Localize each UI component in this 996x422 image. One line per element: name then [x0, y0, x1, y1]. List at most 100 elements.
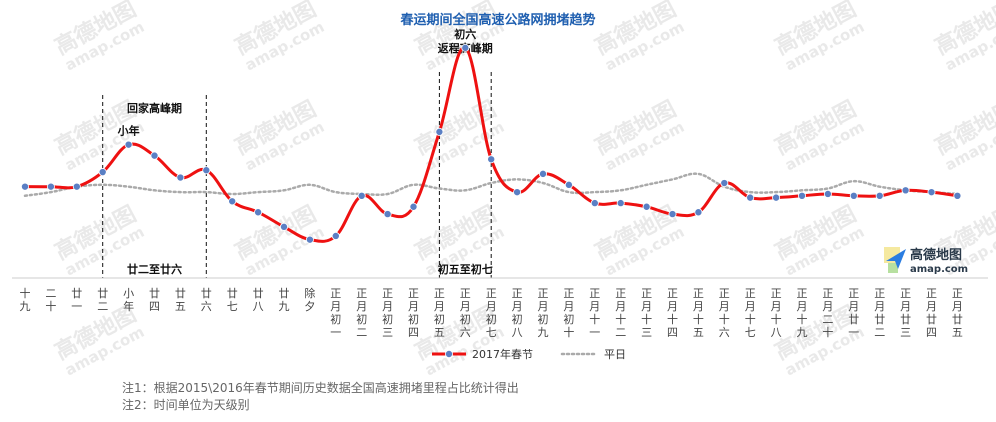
data-point — [279, 222, 288, 231]
data-point — [331, 231, 340, 240]
x-tick-label: 廿七 — [227, 287, 238, 313]
logo-arrow-icon — [886, 249, 906, 269]
x-tick-label: 二十 — [45, 287, 56, 313]
note-1: 注1：根据2015\2016年春节期间历史数据全国高速拥堵里程占比统计得出 — [122, 380, 519, 395]
data-point — [539, 169, 548, 178]
x-tick-label: 正月二十 — [822, 287, 833, 339]
data-point — [668, 210, 677, 219]
legend-label-weekday: 平日 — [604, 348, 626, 361]
data-point — [720, 179, 729, 188]
data-point — [176, 173, 185, 182]
data-point — [72, 182, 81, 191]
x-tick-label: 廿一 — [71, 287, 82, 313]
period-range-label: 初五至初七 — [438, 262, 493, 276]
logo-brand: 高德地图 — [910, 247, 962, 263]
data-point — [798, 191, 807, 200]
x-tick-label: 正月十九 — [797, 287, 808, 339]
x-tick-label: 正月十六 — [719, 287, 730, 339]
data-point — [305, 235, 314, 244]
data-point — [409, 202, 418, 211]
logo-mark-bg2 — [888, 263, 898, 273]
point-label: 初六 — [454, 27, 476, 41]
x-tick-label: 正月廿二 — [874, 287, 885, 339]
data-point — [254, 208, 263, 217]
x-tick-label: 正月初三 — [382, 287, 393, 339]
legend: 2017年春节 平日 — [432, 347, 626, 361]
data-point — [642, 202, 651, 211]
x-tick-label: 正月初九 — [538, 287, 549, 339]
data-point — [590, 199, 599, 208]
x-tick-label: 正月廿五 — [952, 287, 963, 339]
x-tick-label: 正月十七 — [745, 287, 756, 339]
data-point — [849, 191, 858, 200]
x-tick-label: 正月初一 — [330, 287, 341, 339]
x-tick-label: 正月十五 — [693, 287, 704, 339]
data-point — [487, 155, 496, 164]
data-point — [20, 182, 29, 191]
data-point — [513, 188, 522, 197]
data-point — [953, 191, 962, 200]
x-tick-label: 十九 — [20, 286, 31, 313]
point-labels: 小年 初六 — [117, 27, 477, 138]
data-point — [46, 182, 55, 191]
legend-marker-2017 — [444, 349, 453, 358]
x-tick-label: 廿六 — [201, 287, 212, 313]
x-tick-label: 除夕 — [304, 286, 315, 313]
x-tick-label: 正月初六 — [460, 287, 471, 339]
x-tick-label: 正月初十 — [563, 287, 574, 339]
x-tick-label: 廿五 — [175, 287, 186, 313]
data-point — [150, 151, 159, 160]
legend-label-2017: 2017年春节 — [472, 347, 533, 361]
chart-title: 春运期间全国高速公路网拥堵趋势 — [399, 12, 595, 28]
data-point — [564, 180, 573, 189]
x-tick-label: 正月十二 — [615, 287, 626, 339]
data-point — [357, 191, 366, 200]
x-tick-label: 正月初四 — [408, 287, 419, 339]
series-line-weekday — [23, 172, 959, 198]
data-point — [98, 168, 107, 177]
x-tick-label: 正月初八 — [512, 287, 523, 339]
x-tick-label: 正月廿三 — [900, 287, 911, 339]
data-point — [875, 191, 884, 200]
data-point — [616, 199, 625, 208]
note-2: 注2：时间单位为天级别 — [122, 397, 250, 412]
x-tick-label: 正月十八 — [771, 287, 782, 339]
x-tick-label: 正月初七 — [486, 287, 497, 339]
data-point — [228, 197, 237, 206]
series-layer — [20, 43, 962, 244]
data-point — [927, 188, 936, 197]
period-range-label: 廿二至廿六 — [127, 262, 182, 276]
x-tick-label: 正月十三 — [641, 287, 652, 339]
x-tick-label: 小年 — [123, 287, 134, 313]
x-tick-label: 正月初五 — [434, 287, 445, 339]
data-point — [124, 140, 133, 149]
period-label: 回家高峰期 — [127, 101, 182, 115]
data-point — [823, 189, 832, 198]
x-tick-label: 廿二 — [97, 287, 108, 313]
point-label: 小年 — [117, 124, 140, 138]
data-point — [202, 166, 211, 175]
x-tick-label: 廿八 — [253, 287, 264, 313]
data-point — [435, 127, 444, 136]
x-tick-label: 廿九 — [279, 287, 290, 313]
x-tick-label: 正月廿四 — [926, 287, 937, 339]
data-point — [461, 43, 470, 52]
data-point — [901, 186, 910, 195]
data-point — [772, 193, 781, 202]
data-point — [694, 208, 703, 217]
x-tick-label: 正月十四 — [667, 287, 678, 339]
x-tick-label: 正月十一 — [589, 287, 600, 339]
